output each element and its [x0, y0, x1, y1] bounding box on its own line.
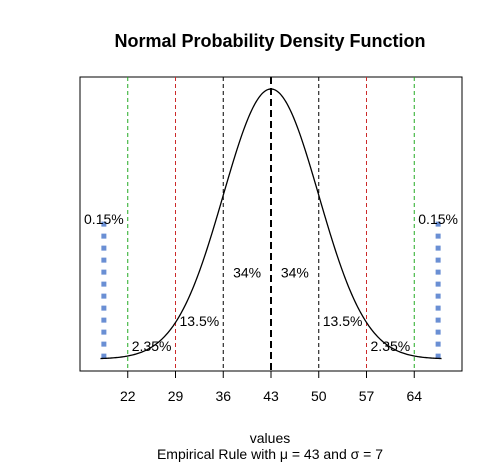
x-tick-label-0: 22	[120, 388, 136, 404]
density-curve	[100, 88, 442, 360]
x-tick-label-1: 29	[168, 388, 184, 404]
x-tick-label-3: 43	[263, 388, 279, 404]
percent-label-3: 13.5%	[323, 313, 363, 329]
percent-label-6: 0.15%	[84, 211, 124, 227]
percent-label-4: 2.35%	[132, 338, 172, 354]
x-axis-label: values	[250, 430, 290, 446]
x-tick-label-5: 57	[359, 388, 375, 404]
percent-label-2: 13.5%	[180, 313, 220, 329]
x-tick-label-2: 36	[215, 388, 231, 404]
chart-subtitle: Empirical Rule with μ = 43 and σ = 7	[157, 446, 383, 462]
percent-label-1: 34%	[281, 264, 309, 280]
x-tick-label-4: 50	[311, 388, 327, 404]
percent-label-7: 0.15%	[418, 211, 458, 227]
percent-label-5: 2.35%	[371, 338, 411, 354]
x-tick-label-6: 64	[406, 388, 422, 404]
percent-label-0: 34%	[233, 264, 261, 280]
chart-title: Normal Probability Density Function	[114, 31, 425, 51]
